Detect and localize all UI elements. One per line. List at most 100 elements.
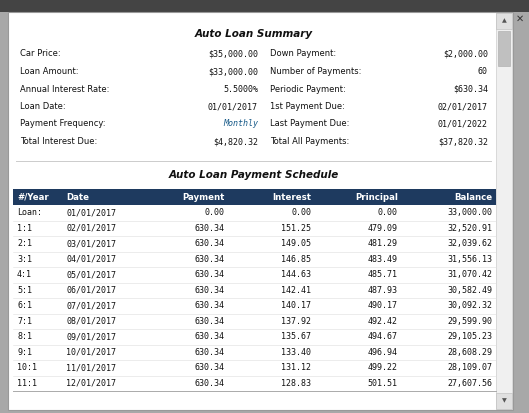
Bar [498,31,510,66]
Text: 32,039.62: 32,039.62 [447,239,492,248]
Text: 05/01/2017: 05/01/2017 [66,270,116,279]
Text: 479.09: 479.09 [368,224,398,233]
Text: Total Interest Due:: Total Interest Due: [20,137,97,146]
Text: 29,599.90: 29,599.90 [447,317,492,326]
Text: 630.34: 630.34 [194,379,224,388]
Text: 630.34: 630.34 [194,224,224,233]
Text: 485.71: 485.71 [368,270,398,279]
Text: 7:1: 7:1 [17,317,32,326]
Text: 3:1: 3:1 [17,255,32,264]
Text: 02/01/2017: 02/01/2017 [438,102,488,111]
Text: 04/01/2017: 04/01/2017 [66,255,116,264]
Text: Down Payment:: Down Payment: [270,50,336,59]
Text: 133.40: 133.40 [281,348,311,357]
Text: 2:1: 2:1 [17,239,32,248]
Text: Loan:: Loan: [17,208,42,217]
Text: 01/01/2017: 01/01/2017 [66,208,116,217]
Text: 5.5000%: 5.5000% [223,85,258,93]
Text: 9:1: 9:1 [17,348,32,357]
Bar [0,0,529,12]
Text: 11:1: 11:1 [17,379,37,388]
Text: 10:1: 10:1 [17,363,37,372]
Text: 11/01/2017: 11/01/2017 [66,363,116,372]
Text: 144.63: 144.63 [281,270,311,279]
Text: 490.17: 490.17 [368,301,398,310]
Text: 28,109.07: 28,109.07 [447,363,492,372]
Text: ✕: ✕ [516,14,524,24]
Text: Loan Date:: Loan Date: [20,102,66,111]
Text: 630.34: 630.34 [194,363,224,372]
Text: 08/01/2017: 08/01/2017 [66,317,116,326]
Text: 131.12: 131.12 [281,363,311,372]
Text: 02/01/2017: 02/01/2017 [66,224,116,233]
Text: 496.94: 496.94 [368,348,398,357]
Text: 32,520.91: 32,520.91 [447,224,492,233]
Text: 146.85: 146.85 [281,255,311,264]
Text: 28,608.29: 28,608.29 [447,348,492,357]
Text: 33,000.00: 33,000.00 [447,208,492,217]
Text: Payment Frequency:: Payment Frequency: [20,119,105,128]
Text: 01/01/2022: 01/01/2022 [438,119,488,128]
Text: Loan Amount:: Loan Amount: [20,67,78,76]
Text: 630.34: 630.34 [194,239,224,248]
Text: 137.92: 137.92 [281,317,311,326]
Text: Balance: Balance [454,192,492,202]
Text: ▲: ▲ [501,19,506,24]
Text: 128.83: 128.83 [281,379,311,388]
Text: ▼: ▼ [501,399,506,404]
Text: Date: Date [66,192,89,202]
Text: 487.93: 487.93 [368,286,398,295]
Text: Auto Loan Summary: Auto Loan Summary [195,29,313,39]
Text: 8:1: 8:1 [17,332,32,341]
Text: 630.34: 630.34 [194,332,224,341]
Text: 30,582.49: 30,582.49 [447,286,492,295]
Text: 0.00: 0.00 [378,208,398,217]
Text: 12/01/2017: 12/01/2017 [66,379,116,388]
Text: $4,820.32: $4,820.32 [213,137,258,146]
Text: 03/01/2017: 03/01/2017 [66,239,116,248]
Text: 6:1: 6:1 [17,301,32,310]
Text: 630.34: 630.34 [194,255,224,264]
Text: 5:1: 5:1 [17,286,32,295]
Text: Payment: Payment [182,192,224,202]
Text: Total All Payments:: Total All Payments: [270,137,349,146]
Text: 494.67: 494.67 [368,332,398,341]
Text: Periodic Payment:: Periodic Payment: [270,85,346,93]
Text: 142.41: 142.41 [281,286,311,295]
Text: 1:1: 1:1 [17,224,32,233]
Text: 07/01/2017: 07/01/2017 [66,301,116,310]
Text: Auto Loan Payment Schedule: Auto Loan Payment Schedule [168,170,339,180]
Text: Monthly: Monthly [223,119,258,128]
Text: 0.00: 0.00 [204,208,224,217]
Text: 31,070.42: 31,070.42 [447,270,492,279]
Text: 29,105.23: 29,105.23 [447,332,492,341]
Text: $37,820.32: $37,820.32 [438,137,488,146]
Text: 4:1: 4:1 [17,270,32,279]
Text: 27,607.56: 27,607.56 [447,379,492,388]
Text: 0.00: 0.00 [291,208,311,217]
Text: 630.34: 630.34 [194,301,224,310]
Text: Number of Payments:: Number of Payments: [270,67,361,76]
Text: 30,092.32: 30,092.32 [447,301,492,310]
Text: Principal: Principal [355,192,398,202]
Bar [496,13,512,409]
Text: $2,000.00: $2,000.00 [443,50,488,59]
Text: 60: 60 [478,67,488,76]
Text: Last Payment Due:: Last Payment Due: [270,119,349,128]
Text: 501.51: 501.51 [368,379,398,388]
Text: 630.34: 630.34 [194,348,224,357]
Text: 1st Payment Due:: 1st Payment Due: [270,102,345,111]
Text: 630.34: 630.34 [194,270,224,279]
Text: 09/01/2017: 09/01/2017 [66,332,116,341]
Text: $630.34: $630.34 [453,85,488,93]
Text: 01/01/2017: 01/01/2017 [208,102,258,111]
Text: 151.25: 151.25 [281,224,311,233]
Text: 140.17: 140.17 [281,301,311,310]
Bar [496,393,512,409]
Text: #/Year: #/Year [17,192,49,202]
Text: 06/01/2017: 06/01/2017 [66,286,116,295]
Text: Interest: Interest [272,192,311,202]
Text: Car Price:: Car Price: [20,50,61,59]
Text: 630.34: 630.34 [194,286,224,295]
Text: 492.42: 492.42 [368,317,398,326]
